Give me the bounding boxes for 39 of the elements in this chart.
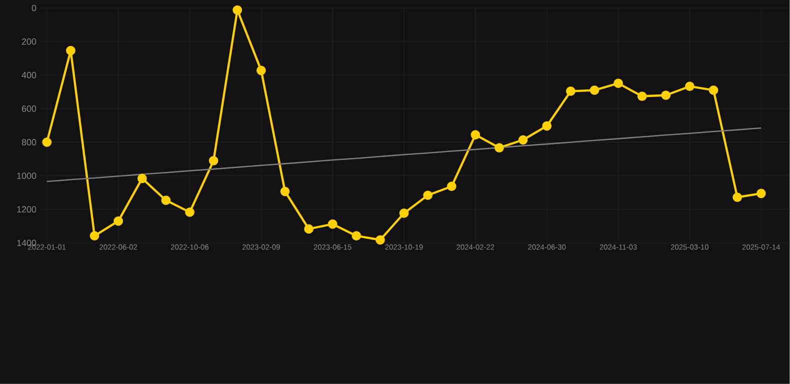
point [352,231,362,241]
point [614,78,623,88]
y-tick-label: 200 [22,38,36,45]
point [446,182,456,192]
point [590,86,600,95]
point [66,46,76,56]
point [42,138,52,147]
y-tick-label: 1400 [17,240,36,246]
point [732,192,742,202]
point [685,82,694,92]
point [304,224,314,234]
point [232,5,242,15]
point [756,188,766,198]
point [708,86,718,95]
y-tick-label: 0 [32,4,36,12]
point [137,174,147,184]
point [328,220,338,229]
y-tick-label: 600 [22,106,36,112]
point [542,121,552,131]
y-tick-label: 1000 [17,172,36,180]
point [470,130,480,140]
point [566,86,576,96]
y-tick-label: 1200 [17,206,36,213]
point [280,186,290,196]
point [661,90,671,100]
point [376,235,385,245]
point [423,190,432,200]
point [185,208,194,217]
y-tick-label: 800 [22,139,36,146]
point [637,92,647,102]
point [114,216,123,226]
y-tick-label: 400 [22,72,36,78]
point [518,135,528,145]
point [256,66,266,76]
point [161,196,171,206]
point [494,143,504,153]
point [208,156,218,166]
point [399,208,409,218]
point [90,231,100,241]
